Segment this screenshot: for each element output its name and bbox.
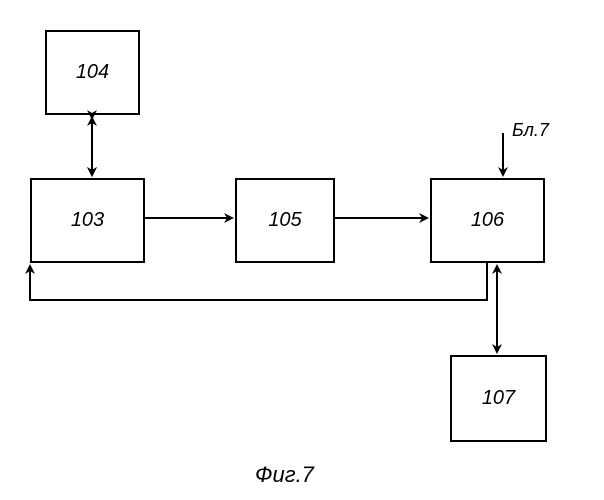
external-input-label: Бл.7 [512, 120, 549, 141]
block-104-label: 104 [76, 61, 109, 84]
block-106-label: 106 [471, 209, 504, 232]
block-107: 107 [450, 355, 547, 442]
block-103-label: 103 [71, 209, 104, 232]
edge-feedback [30, 263, 487, 300]
figure-caption: Фиг.7 [255, 462, 314, 488]
block-diagram: 104 103 105 106 107 Бл.7 Фиг.7 [0, 0, 604, 500]
block-105: 105 [235, 178, 335, 263]
block-103: 103 [30, 178, 145, 263]
block-104: 104 [45, 30, 140, 115]
block-106: 106 [430, 178, 545, 263]
block-107-label: 107 [482, 387, 515, 410]
block-105-label: 105 [268, 209, 301, 232]
